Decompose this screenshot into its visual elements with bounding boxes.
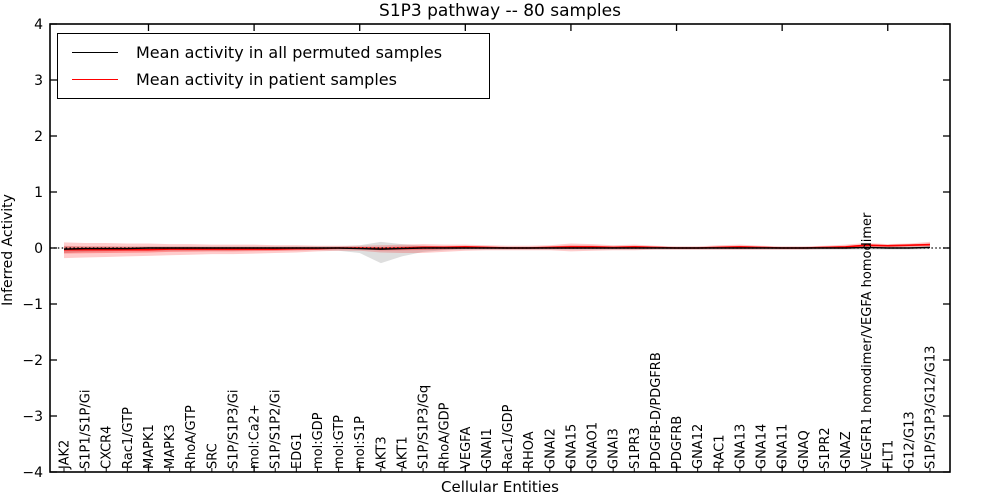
x-tick-label: S1P/S1P3/Gi <box>226 390 241 469</box>
x-tick-label: VEGFR1 homodimer/VEGFA homodimer <box>860 212 875 469</box>
legend-label: Mean activity in patient samples <box>136 70 397 89</box>
legend: Mean activity in all permuted samples Me… <box>57 33 490 99</box>
x-tick-label: FLT1 <box>881 440 896 469</box>
y-tick-label: 4 <box>34 17 43 33</box>
legend-label: Mean activity in all permuted samples <box>136 43 443 62</box>
x-tick-label: mol:GTP <box>332 415 347 469</box>
x-tick-labels: JAK2 S1P1/S1P/Gi CXCR4 Rac1/GTP MAPK1 MAPK3 Rh… <box>58 212 939 470</box>
x-tick-label: PDGFB-D/PDGFRB <box>649 352 664 469</box>
x-tick-label: Rac1/GDP <box>501 404 516 469</box>
y-tick-label: −3 <box>22 409 43 425</box>
y-tick-label: 1 <box>34 185 43 201</box>
x-tick-label: S1P/S1P3/G12/G13 <box>924 346 939 469</box>
x-tick-label: mol:GDP <box>311 412 326 469</box>
x-tick-label: mol:S1P <box>353 416 368 469</box>
permuted-line-swatch <box>72 52 118 53</box>
x-tick-label: GNA13 <box>733 424 748 469</box>
x-tick-label: RAC1 <box>712 434 727 469</box>
x-tick-label: S1P1/S1P/Gi <box>79 390 94 469</box>
y-tick-label: 3 <box>34 73 43 89</box>
y-axis-ticks: −4 −3 −2 −1 0 1 2 3 4 <box>22 17 950 481</box>
x-tick-label: GNA14 <box>755 424 770 469</box>
x-tick-label: GNAI2 <box>543 428 558 469</box>
x-tick-label: AKT3 <box>374 436 389 469</box>
x-tick-label: S1P/S1P2/Gi <box>269 390 284 469</box>
x-tick-label: GNA15 <box>564 424 579 469</box>
x-tick-label: GNAO1 <box>586 422 601 469</box>
x-tick-label: mol:Ca2+ <box>248 404 263 469</box>
x-tick-label: RhoA/GTP <box>184 405 199 469</box>
x-tick-label: PDGFRB <box>670 416 685 469</box>
x-tick-label: GNAZ <box>839 431 854 469</box>
x-tick-label: JAK2 <box>58 440 73 470</box>
x-tick-label: GNA11 <box>776 424 791 469</box>
x-tick-label: MAPK3 <box>163 424 178 469</box>
y-tick-label: 2 <box>34 129 43 145</box>
y-tick-label: −2 <box>22 353 43 369</box>
x-tick-label: S1PR2 <box>818 427 833 469</box>
patient-confidence-band <box>64 241 930 259</box>
x-axis-ticks <box>63 24 931 472</box>
y-tick-label: 0 <box>34 241 43 257</box>
permuted-mean-line <box>63 246 931 250</box>
y-tick-label: −4 <box>22 465 43 481</box>
x-tick-label: GNAQ <box>797 430 812 469</box>
chart-title: S1P3 pathway -- 80 samples <box>379 1 621 21</box>
x-tick-label: CXCR4 <box>100 426 115 469</box>
y-tick-label: −1 <box>22 297 43 313</box>
x-tick-label: G12/G13 <box>902 411 917 469</box>
x-tick-label: RhoA/GDP <box>438 402 453 469</box>
x-tick-label: AKT1 <box>395 436 410 469</box>
x-tick-label: GNAI1 <box>480 428 495 469</box>
x-tick-label: S1P/S1P3/Gq <box>417 385 432 469</box>
x-tick-label: S1PR3 <box>628 427 643 469</box>
x-tick-label: EDG1 <box>290 432 305 469</box>
x-tick-label: RHOA <box>522 431 537 469</box>
x-tick-label: MAPK1 <box>142 424 157 469</box>
legend-item-patient: Mean activity in patient samples <box>72 66 481 93</box>
y-axis-label: Inferred Activity <box>0 194 16 306</box>
x-tick-label: GNA12 <box>691 424 706 469</box>
x-tick-label: GNAI3 <box>607 428 622 469</box>
x-tick-label: VEGFA <box>459 427 474 469</box>
legend-item-permuted: Mean activity in all permuted samples <box>72 39 481 66</box>
x-tick-label: Rac1/GTP <box>121 407 136 469</box>
x-axis-label: Cellular Entities <box>441 478 559 496</box>
patient-line-swatch <box>72 79 118 80</box>
x-tick-label: SRC <box>205 443 220 469</box>
